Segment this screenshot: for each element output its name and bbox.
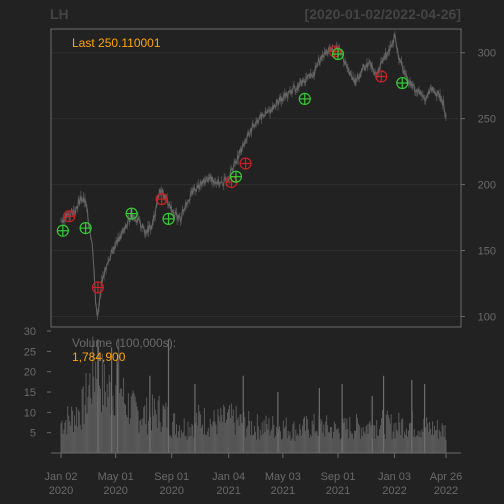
date-tick-label: Sep 01: [321, 471, 356, 483]
chart-symbol: LH: [50, 6, 69, 22]
date-tick-label: May 01: [98, 471, 134, 483]
volume-tick-label: 25: [24, 346, 36, 358]
price-tick-label: 250: [478, 114, 496, 126]
date-tick-year: 2022: [382, 485, 406, 497]
date-tick-label: Jan 04: [212, 471, 245, 483]
date-tick-label: Jan 03: [378, 471, 411, 483]
volume-tick-label: 30: [24, 326, 36, 338]
signal-markers: [56, 45, 409, 294]
volume-tick-label: 5: [30, 428, 36, 440]
chart-date-range: [2020-01-02/2022-04-26]: [305, 6, 461, 22]
date-tick-label: Apr 26: [430, 471, 462, 483]
buy-signal-marker: [396, 76, 409, 90]
date-tick-label: Jan 02: [44, 471, 77, 483]
volume-units-label: Volume (100,000s):: [72, 336, 176, 350]
sell-signal-marker: [91, 281, 105, 294]
date-tick-label: Sep 01: [154, 471, 189, 483]
buy-signal-marker: [79, 222, 92, 235]
date-tick-year: 2021: [216, 485, 240, 497]
volume-tick-label: 20: [24, 367, 36, 379]
volume-tick-label: 10: [24, 407, 36, 419]
price-series: [60, 31, 447, 320]
buy-signal-marker: [298, 92, 311, 105]
volume-bars: [60, 336, 447, 453]
price-line: [60, 33, 447, 317]
sell-signal-marker: [155, 192, 168, 206]
price-tick-label: 300: [478, 48, 496, 60]
date-tick-year: 2020: [49, 485, 73, 497]
date-tick-year: 2021: [271, 485, 295, 497]
date-tick-year: 2020: [103, 485, 127, 497]
date-tick-label: May 03: [265, 471, 301, 483]
price-tick-label: 200: [478, 180, 496, 192]
sell-signal-marker: [328, 45, 341, 58]
sell-signal-marker: [63, 210, 76, 223]
price-tick-label: 100: [478, 311, 496, 323]
buy-signal-marker: [229, 170, 243, 183]
price-axis: 100 150 200 250 300: [461, 48, 496, 323]
volume-last-value: 1,784,900: [72, 350, 126, 364]
buy-signal-marker: [125, 207, 138, 220]
buy-signal-marker: [162, 212, 175, 225]
volume-axis: 5 10 15 20 25 30: [24, 326, 51, 440]
buy-signal-marker: [331, 47, 345, 61]
date-tick-year: 2022: [434, 485, 458, 497]
price-tick-label: 150: [478, 246, 496, 258]
sell-signal-marker: [239, 157, 252, 170]
buy-signal-marker: [56, 224, 69, 237]
date-tick-year: 2020: [159, 485, 183, 497]
last-price-label: Last 250.110001: [72, 36, 161, 50]
date-axis: Jan 02 2020 May 01 2020 Sep 01 2020 Jan 04 2021…: [44, 452, 462, 497]
sell-signal-marker: [375, 70, 388, 83]
volume-tick-label: 15: [24, 387, 36, 399]
date-tick-year: 2021: [326, 485, 350, 497]
